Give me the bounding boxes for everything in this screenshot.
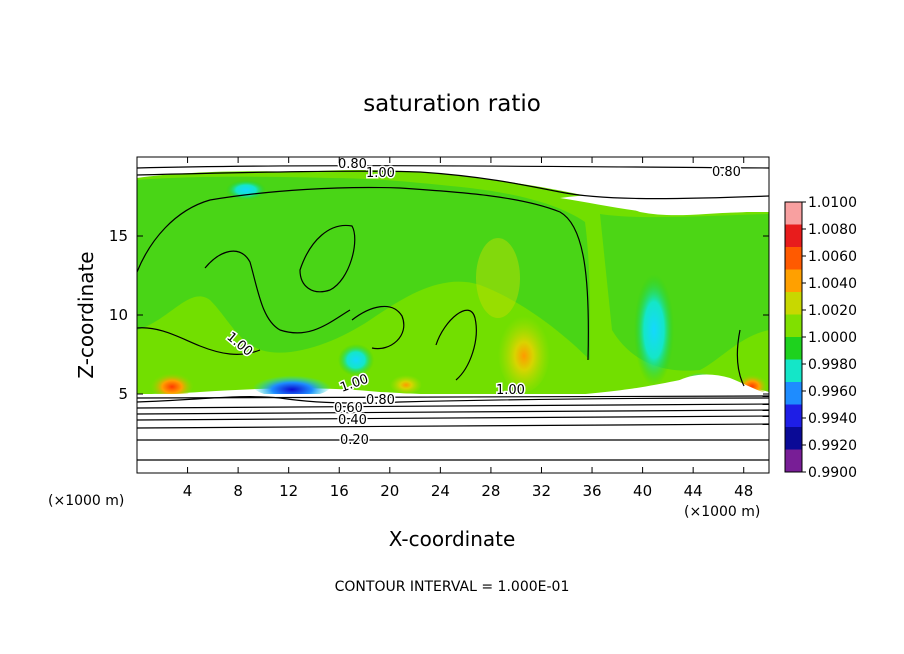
colorbar-label: 0.9900 — [808, 465, 857, 481]
subsaturation-spot — [226, 180, 266, 200]
dry-region — [676, 374, 769, 398]
subsaturation-spot — [634, 274, 674, 386]
supersaturation-spot — [390, 374, 422, 394]
colorbar-swatch — [785, 382, 802, 405]
x-tick-label: 4 — [183, 482, 193, 500]
plot-area: 0.80 1.00 0.80 1.00 1.00 1.00 0.80 0.60 … — [137, 157, 769, 473]
contour-lines — [137, 165, 769, 461]
colorbar-swatch — [785, 314, 802, 338]
contour-label: 0.80 — [712, 165, 741, 180]
colorbar-swatch — [785, 247, 802, 270]
colorbar-label: 1.0040 — [808, 276, 857, 292]
y-axis: 5 10 15 — [109, 227, 769, 403]
colorbar-label: 1.0060 — [808, 249, 857, 265]
subsaturation-spot — [338, 344, 374, 376]
colorbar-label: 0.9960 — [808, 384, 857, 400]
y-tick-label: 10 — [109, 306, 128, 324]
x-unit-label: (×1000 m) — [684, 504, 760, 520]
colorbar-swatch — [785, 404, 802, 428]
y-axis-title: Z-coordinate — [74, 251, 98, 378]
colorbar-label: 1.0080 — [808, 222, 857, 238]
x-tick-label: 28 — [481, 482, 500, 500]
x-tick-label: 40 — [633, 482, 652, 500]
x-tick-label: 48 — [734, 482, 753, 500]
x-tick-label: 24 — [431, 482, 450, 500]
colorbar-label: 1.0100 — [808, 195, 857, 211]
contour-label: 0.20 — [340, 433, 369, 448]
colorbar-swatch — [785, 202, 802, 225]
supersaturation-spot — [150, 370, 194, 398]
y-tick-label: 15 — [109, 227, 128, 245]
x-axis-title: X-coordinate — [389, 527, 516, 551]
y-tick-label: 5 — [118, 385, 128, 403]
subsaturation-spot — [252, 370, 332, 398]
colorbar-swatch — [785, 292, 802, 315]
contour-label: 0.80 — [338, 157, 367, 172]
x-tick-label: 16 — [330, 482, 349, 500]
colorbar-label: 1.0000 — [808, 330, 857, 346]
chart-title: saturation ratio — [363, 91, 541, 117]
supersaturation-spot — [476, 238, 520, 318]
colorbar-label: 1.0020 — [808, 303, 857, 319]
x-tick-label: 12 — [279, 482, 298, 500]
x-tick-label: 44 — [684, 482, 703, 500]
colorbar-swatch — [785, 359, 802, 383]
contour-interval-note: CONTOUR INTERVAL = 1.000E-01 — [335, 579, 570, 595]
colorbar-label: 0.9920 — [808, 438, 857, 454]
colorbar-swatch — [785, 427, 802, 450]
colorbar-swatch — [785, 224, 802, 248]
contour-label: 0.60 — [334, 401, 363, 416]
contour-label: 1.00 — [496, 383, 525, 398]
colorbar-swatch — [785, 337, 802, 360]
colorbar-swatch — [785, 449, 802, 473]
contour-label: 0.80 — [366, 393, 395, 408]
contour-label: 1.00 — [366, 166, 395, 181]
colorbar: 1.0100 1.0080 1.0060 1.0040 1.0020 1.0000 0.99… — [784, 195, 857, 481]
x-tick-label: 32 — [532, 482, 551, 500]
supersaturation-spot — [498, 312, 550, 392]
colorbar-swatch — [785, 269, 802, 293]
x-tick-label: 20 — [380, 482, 399, 500]
contour-label: 0.40 — [338, 413, 367, 428]
subsaturated-patch — [137, 176, 590, 360]
x-axis: 4 8 12 16 20 24 28 32 36 40 44 48 — [183, 157, 753, 500]
x-tick-label: 8 — [233, 482, 243, 500]
x-tick-label: 36 — [582, 482, 601, 500]
dry-region — [560, 194, 769, 214]
z-unit-label: (×1000 m) — [48, 493, 124, 509]
colorbar-label: 0.9940 — [808, 411, 857, 427]
colorbar-label: 0.9980 — [808, 357, 857, 373]
